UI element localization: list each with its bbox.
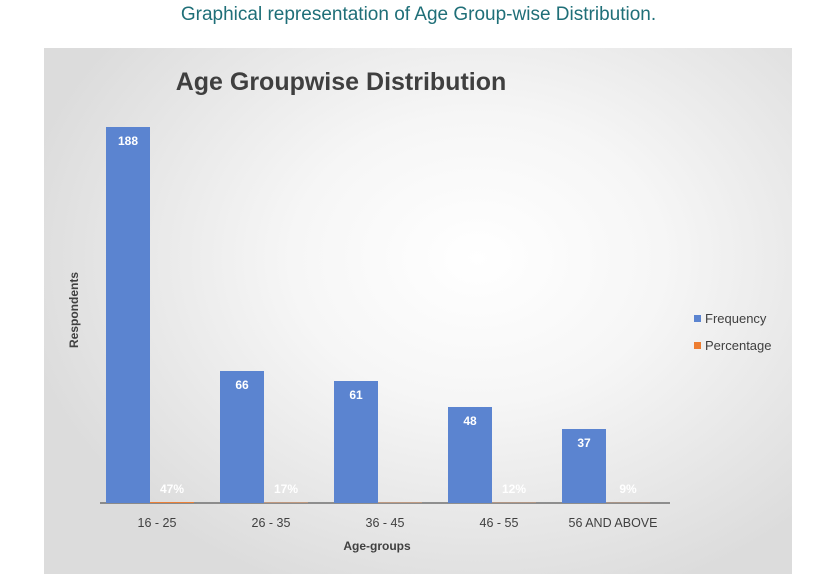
x-axis-title: Age-groups (343, 539, 411, 553)
bars-group: 188 47% 66 17% 61 48 12% 37 9% (106, 127, 650, 503)
data-label-frequency-4: 37 (577, 436, 591, 450)
data-label-frequency-2: 61 (349, 388, 363, 402)
figure-caption: Graphical representation of Age Group-wi… (180, 4, 657, 25)
bar-frequency-0 (106, 127, 150, 503)
legend-label-frequency: Frequency (705, 311, 767, 326)
data-label-percentage-4: 9% (619, 482, 637, 496)
y-axis-title: Respondents (67, 272, 81, 348)
bar-frequency-1 (220, 371, 264, 503)
x-tick-labels: 16 - 25 26 - 35 36 - 45 46 - 55 56 AND ABOVE (138, 516, 658, 530)
chart-area: Age Groupwise Distribution Respondents A… (44, 48, 792, 574)
x-tick-label-0: 16 - 25 (138, 516, 177, 530)
bar-chart: Age Groupwise Distribution Respondents A… (67, 68, 772, 553)
legend: Frequency Percentage (694, 311, 772, 353)
x-tick-label-1: 26 - 35 (252, 516, 291, 530)
data-label-percentage-3: 12% (502, 482, 526, 496)
data-label-percentage-1: 17% (274, 482, 298, 496)
data-label-frequency-3: 48 (463, 414, 477, 428)
x-tick-label-2: 36 - 45 (366, 516, 405, 530)
bar-frequency-4 (562, 429, 606, 503)
data-label-frequency-0: 188 (118, 134, 138, 148)
legend-label-percentage: Percentage (705, 338, 772, 353)
legend-swatch-percentage (694, 342, 701, 349)
bar-frequency-3 (448, 407, 492, 503)
bar-percentage-0 (150, 502, 194, 503)
bar-frequency-2 (334, 381, 378, 503)
legend-swatch-frequency (694, 315, 701, 322)
chart-title: Age Groupwise Distribution (176, 68, 507, 96)
data-label-percentage-0: 47% (160, 482, 184, 496)
x-tick-label-3: 46 - 55 (480, 516, 519, 530)
data-label-frequency-1: 66 (235, 378, 249, 392)
x-tick-label-4: 56 AND ABOVE (569, 516, 658, 530)
